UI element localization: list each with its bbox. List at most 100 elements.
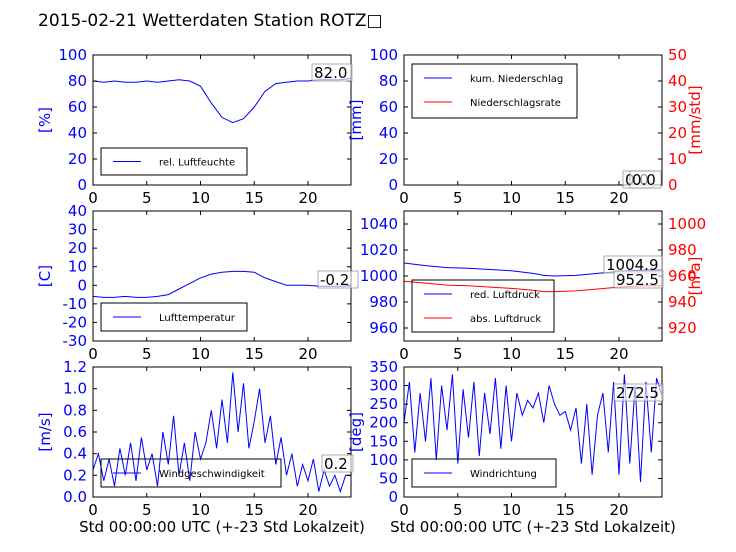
series-line-winddir-0 (404, 374, 662, 483)
x-tick-label: 20 (609, 501, 628, 519)
y-tick-label: 980 (369, 293, 398, 311)
y-tick-label: 1.0 (63, 380, 87, 398)
axes-frame (403, 54, 663, 186)
x-tick-label: 5 (453, 345, 463, 363)
x-tick-label: 0 (88, 501, 98, 519)
x-tick-label: 5 (142, 345, 152, 363)
y-tick-label: 60 (379, 98, 398, 116)
legend: Lufttemperatur (100, 302, 248, 332)
y-tick-label: -20 (63, 313, 88, 331)
value-box (321, 454, 354, 473)
y-tick-label: 960 (369, 319, 398, 337)
y-tick-label: 200 (369, 414, 398, 432)
x-axis-label: Std 00:00:00 UTC (+-23 Std Lokalzeit) (390, 518, 676, 536)
figure-title: 2015-02-21 Wetterdaten Station ROTZ□ (38, 11, 383, 31)
y-tick-label: 50 (379, 469, 398, 487)
y-right-tick-label: 50 (668, 46, 687, 64)
y-right-tick-label: 30 (668, 98, 687, 116)
legend: red. Luftdruck abs. Luftdruck (411, 279, 555, 333)
y-tick-label: 10 (68, 258, 87, 276)
y-tick-label: 0.6 (63, 423, 87, 441)
value-text: 82.0 (314, 64, 347, 82)
x-axis-label: Std 00:00:00 UTC (+-23 Std Lokalzeit) (79, 518, 365, 536)
legend: Windgeschwindigkeit (100, 458, 282, 488)
legend-entry: Lufttemperatur (159, 313, 236, 324)
y-right-tick-label: 40 (668, 72, 687, 90)
value-text: 0.0 (632, 171, 656, 189)
legend-box (411, 279, 555, 333)
y-tick-label: 80 (379, 72, 398, 90)
y-tick-label: 20 (379, 150, 398, 168)
value-text: 1004.9 (606, 256, 659, 274)
x-tick-label: 20 (298, 189, 317, 207)
y-tick-label: 0.2 (63, 466, 87, 484)
x-tick-label: 5 (453, 501, 463, 519)
legend-entry: Niederschlagsrate (470, 98, 561, 109)
y-tick-label: 100 (58, 46, 87, 64)
y-right-tick-label: 940 (668, 293, 697, 311)
value-box (311, 63, 353, 82)
y-right-tick-label: 0 (668, 176, 678, 194)
legend-box (100, 147, 248, 176)
value-text: 952.5 (616, 271, 659, 289)
y-tick-label: 1040 (360, 215, 398, 233)
y-tick-label: 250 (369, 395, 398, 413)
current-value-label: -0.2 (317, 270, 359, 289)
panel-humidity: 0 5 10 15 20 0 20 40 60 80 100 [%] rel. Luftfeuchte 8… (36, 46, 353, 207)
y-tick-label: 0 (77, 176, 87, 194)
x-tick-label: 15 (556, 345, 575, 363)
legend-entry: red. Luftdruck (470, 290, 540, 301)
y-tick-label: 100 (369, 46, 398, 64)
y-right-tick-label: 920 (668, 319, 697, 337)
x-tick-label: 10 (191, 189, 210, 207)
legend-box (411, 458, 557, 488)
y-tick-label: 20 (68, 239, 87, 257)
panel-windspeed: 0 5 10 15 20 0.0 0.2 0.4 0.6 0.8 1.0 1.2 [m/s] Std 00… (36, 358, 365, 536)
x-tick-label: 10 (191, 501, 210, 519)
y-tick-label: 0 (388, 488, 398, 506)
value-text: 0.2 (324, 455, 348, 473)
legend-box (411, 63, 578, 119)
legend-entry: Windrichtung (470, 469, 537, 480)
legend-box (100, 302, 248, 332)
x-tick-label: 5 (453, 189, 463, 207)
x-tick-label: 15 (245, 189, 264, 207)
current-value-label: 0.0 (629, 170, 662, 189)
x-tick-label: 20 (298, 501, 317, 519)
value-box (317, 270, 359, 289)
y-tick-label: 0 (77, 276, 87, 294)
legend: kum. Niederschlag Niederschlagsrate (411, 63, 578, 119)
y-right-axis-label: [hPa] (686, 257, 704, 296)
x-tick-label: 0 (399, 501, 409, 519)
x-tick-label: 0 (399, 345, 409, 363)
value-box (613, 270, 664, 289)
legend-entry: Windgeschwindigkeit (159, 469, 265, 480)
x-tick-label: 10 (502, 345, 521, 363)
y-tick-label: 0.0 (63, 488, 87, 506)
x-tick-label: 0 (399, 189, 409, 207)
x-tick-label: 5 (142, 501, 152, 519)
x-tick-label: 20 (298, 345, 317, 363)
y-tick-label: 40 (379, 124, 398, 142)
y-axis-label: [C] (36, 265, 54, 287)
current-value-label: 952.5 (613, 270, 664, 289)
x-tick-label: 10 (191, 345, 210, 363)
y-tick-label: 0 (388, 176, 398, 194)
series-line-windspeed-0 (93, 372, 351, 494)
y-axis-label: [deg] (347, 412, 365, 452)
axes-frame (403, 366, 663, 498)
y-tick-label: 20 (68, 150, 87, 168)
y-tick-label: 60 (68, 98, 87, 116)
legend-box (100, 458, 282, 488)
x-tick-label: 10 (502, 189, 521, 207)
legend: Windrichtung (411, 458, 557, 488)
current-value-label: 82.0 (311, 63, 353, 82)
current-value-label: 0.2 (321, 454, 354, 473)
y-tick-label: 300 (369, 377, 398, 395)
x-tick-label: 15 (245, 501, 264, 519)
y-tick-label: -30 (63, 332, 88, 350)
x-tick-label: 10 (502, 501, 521, 519)
y-tick-label: 0.4 (63, 445, 87, 463)
value-text: 272.5 (616, 384, 659, 402)
